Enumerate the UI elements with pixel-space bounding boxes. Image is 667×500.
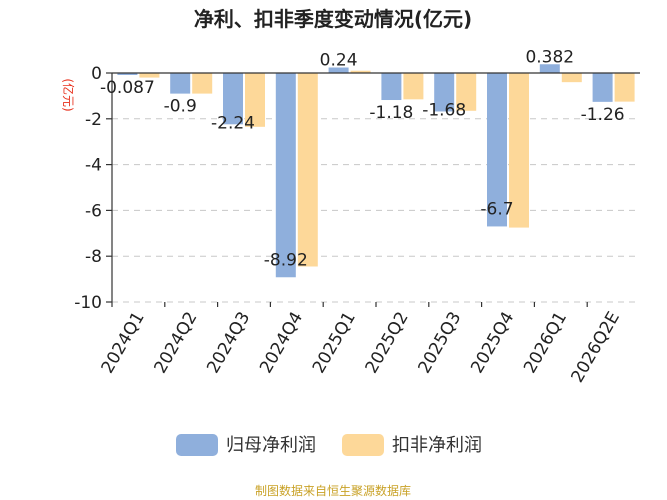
bar-deducted-profit[interactable] [350, 70, 371, 73]
legend[interactable]: 归母净利润 扣非净利润 [176, 434, 482, 456]
x-tick-label: 2024Q1 [98, 309, 149, 377]
bars [117, 64, 635, 278]
data-source-note: 制图数据来自恒生聚源数据库 [255, 483, 411, 498]
bar-net-profit[interactable] [117, 73, 138, 75]
x-tick-label: 2025Q2 [362, 309, 413, 377]
y-tick-label: -10 [74, 293, 102, 313]
bar-deducted-profit[interactable] [192, 73, 213, 94]
bar-net-profit[interactable] [223, 73, 243, 125]
x-tick-label: 2026Q2E [568, 309, 624, 387]
legend-swatch-net-profit[interactable] [176, 434, 218, 456]
data-label: -0.087 [100, 78, 155, 98]
data-label: -1.18 [369, 103, 413, 123]
bar-net-profit[interactable] [170, 73, 191, 94]
x-tick-label: 2025Q3 [414, 309, 465, 377]
x-tick-label: 2025Q4 [467, 309, 518, 377]
grid-lines [112, 118, 640, 303]
legend-label-net-profit[interactable]: 归母净利润 [226, 435, 316, 456]
bar-net-profit[interactable] [275, 73, 296, 278]
chart-title: 净利、扣非季度变动情况(亿元) [194, 7, 472, 31]
bar-net-profit[interactable] [434, 73, 455, 112]
bar-deducted-profit[interactable] [614, 73, 635, 102]
bar-net-profit[interactable] [487, 73, 507, 227]
data-label: -8.92 [264, 250, 308, 270]
data-label: 0.382 [525, 47, 574, 67]
bar-net-profit[interactable] [592, 73, 613, 102]
legend-swatch-deducted-profit[interactable] [342, 434, 384, 456]
y-tick-label: -4 [85, 156, 102, 176]
x-tick-label: 2025Q1 [309, 309, 360, 377]
legend-label-deducted-profit[interactable]: 扣非净利润 [392, 435, 482, 456]
data-label: 0.24 [320, 51, 358, 71]
data-label: -6.7 [480, 199, 513, 219]
x-tick-label: 2024Q4 [256, 309, 307, 377]
bar-net-profit[interactable] [381, 73, 402, 101]
data-label: -0.9 [164, 97, 197, 117]
bar-deducted-profit[interactable] [139, 73, 160, 78]
bar-net-profit[interactable] [539, 64, 560, 73]
bar-net-profit[interactable] [328, 67, 349, 73]
x-tick-label: 2024Q3 [203, 309, 254, 377]
bar-deducted-profit[interactable] [403, 73, 424, 100]
y-tick-label: -6 [85, 201, 102, 221]
data-label: -2.24 [211, 113, 255, 133]
x-tick-label: 2026Q1 [520, 309, 571, 377]
bar-deducted-profit[interactable] [245, 73, 265, 127]
x-tick-label: 2024Q2 [150, 309, 201, 377]
y-tick-label: 0 [91, 64, 102, 84]
data-label: -1.26 [581, 105, 625, 125]
y-unit-label: (亿元) [61, 78, 76, 111]
bar-deducted-profit[interactable] [509, 73, 529, 228]
bar-deducted-profit[interactable] [297, 73, 318, 267]
data-label: -1.68 [422, 100, 466, 120]
bar-deducted-profit[interactable] [561, 73, 582, 83]
bar-deducted-profit[interactable] [456, 73, 477, 111]
y-tick-label: -2 [85, 110, 102, 130]
y-tick-label: -8 [85, 247, 102, 267]
data-labels: -0.087 -0.9 -2.24 -8.92 0.24 -1.18 -1.68 -6.7 0.… [100, 47, 625, 270]
